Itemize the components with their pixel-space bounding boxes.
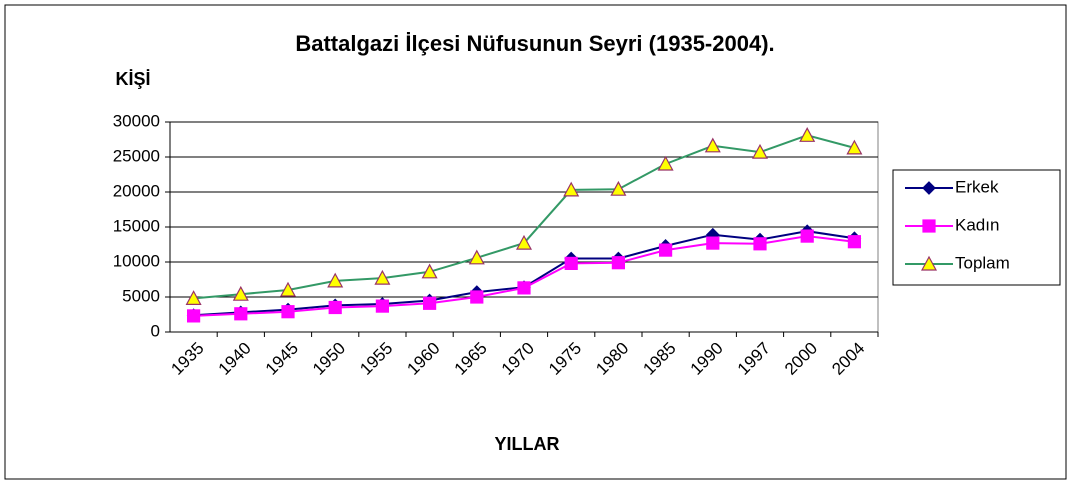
y-tick-label: 0 <box>151 321 160 340</box>
marker <box>281 305 295 319</box>
marker <box>375 299 389 313</box>
marker <box>704 137 721 153</box>
y-tick-label: 5000 <box>122 286 160 305</box>
marker <box>515 234 533 250</box>
x-axis-title: YILLAR <box>495 434 560 454</box>
y-axis-title: KİŞİ <box>115 69 150 89</box>
marker <box>185 290 202 305</box>
marker <box>423 296 437 310</box>
legend-label: Kadın <box>955 215 999 234</box>
marker <box>920 255 938 271</box>
marker <box>658 243 673 257</box>
legend-box <box>892 169 1061 286</box>
marker <box>657 155 674 171</box>
marker <box>922 219 936 233</box>
legend-label: Toplam <box>955 253 1010 272</box>
y-tick-label: 20000 <box>113 181 160 200</box>
marker <box>187 309 201 323</box>
y-tick-label: 15000 <box>113 216 160 235</box>
chart-title: Battalgazi İlçesi Nüfusunun Seyri (1935-… <box>295 31 774 56</box>
marker <box>847 235 862 249</box>
marker <box>468 249 485 265</box>
marker <box>846 139 863 155</box>
marker <box>800 229 814 243</box>
marker <box>922 181 936 195</box>
marker <box>374 269 391 285</box>
marker <box>799 127 816 142</box>
marker <box>327 272 344 288</box>
marker <box>421 263 438 279</box>
marker <box>279 281 297 297</box>
marker <box>610 180 627 196</box>
marker <box>470 290 484 304</box>
marker <box>753 237 767 251</box>
marker <box>611 256 626 270</box>
y-tick-label: 30000 <box>113 111 160 130</box>
y-tick-label: 25000 <box>113 146 160 165</box>
marker <box>232 285 249 301</box>
legend-label: Erkek <box>955 177 999 196</box>
marker <box>563 181 580 197</box>
marker <box>234 307 248 321</box>
marker <box>517 281 531 295</box>
marker <box>706 236 720 250</box>
marker <box>328 300 342 315</box>
marker <box>751 143 769 159</box>
y-tick-label: 10000 <box>113 251 160 270</box>
marker <box>564 256 578 270</box>
